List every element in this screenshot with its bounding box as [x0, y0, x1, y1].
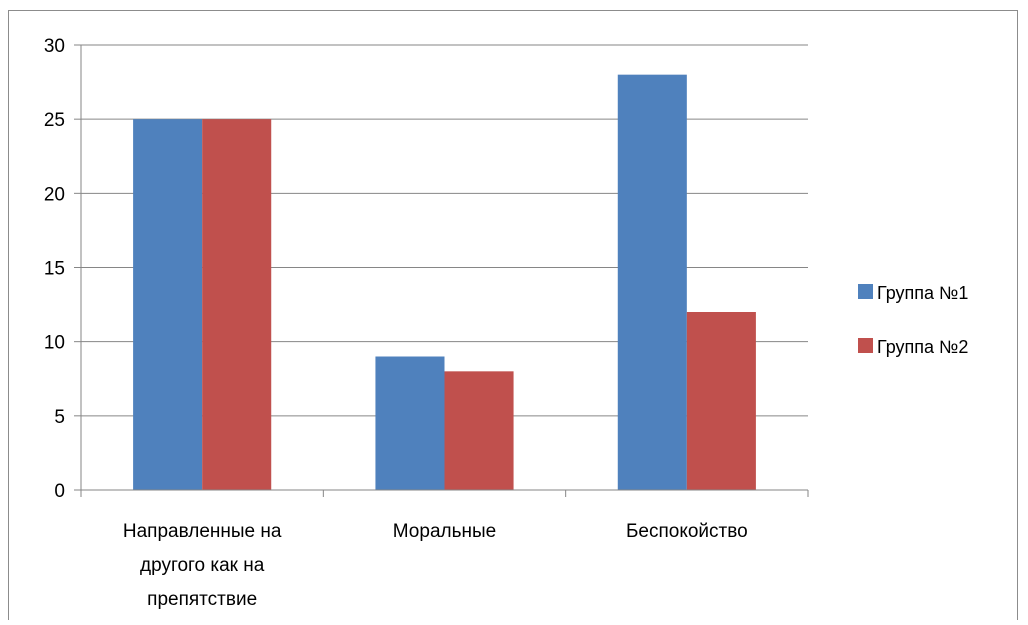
legend-label: Группа №2 [877, 337, 968, 357]
y-tick-label: 10 [44, 333, 65, 354]
x-category-label: другого как на [140, 555, 265, 576]
bar [617, 74, 687, 491]
y-tick-label: 5 [54, 407, 65, 428]
y-tick-label: 20 [44, 184, 65, 205]
bar [375, 356, 445, 490]
y-tick-labels: 0 5 10 15 20 25 30 [44, 36, 65, 502]
legend-swatch [858, 338, 873, 353]
x-category-label: препятствие [147, 589, 257, 610]
x-category-label: Моральные [393, 521, 496, 542]
x-category-labels: Направленные на другого как на препятствие… [123, 521, 748, 610]
legend-swatch [858, 284, 873, 299]
bar [202, 119, 272, 491]
y-tick-label: 0 [54, 481, 65, 502]
x-category-label: Направленные на [123, 521, 282, 542]
y-tick-label: 30 [44, 36, 65, 57]
legend-label: Группа №1 [877, 283, 968, 303]
axes [74, 44, 809, 497]
bar [444, 371, 514, 490]
x-category-label: Беспокойство [626, 521, 748, 542]
legend: Группа №1 Группа №2 [858, 283, 968, 357]
bar [133, 119, 203, 491]
bars [133, 74, 756, 491]
bar [686, 312, 756, 490]
y-tick-label: 15 [44, 259, 65, 280]
y-tick-label: 25 [44, 110, 65, 131]
